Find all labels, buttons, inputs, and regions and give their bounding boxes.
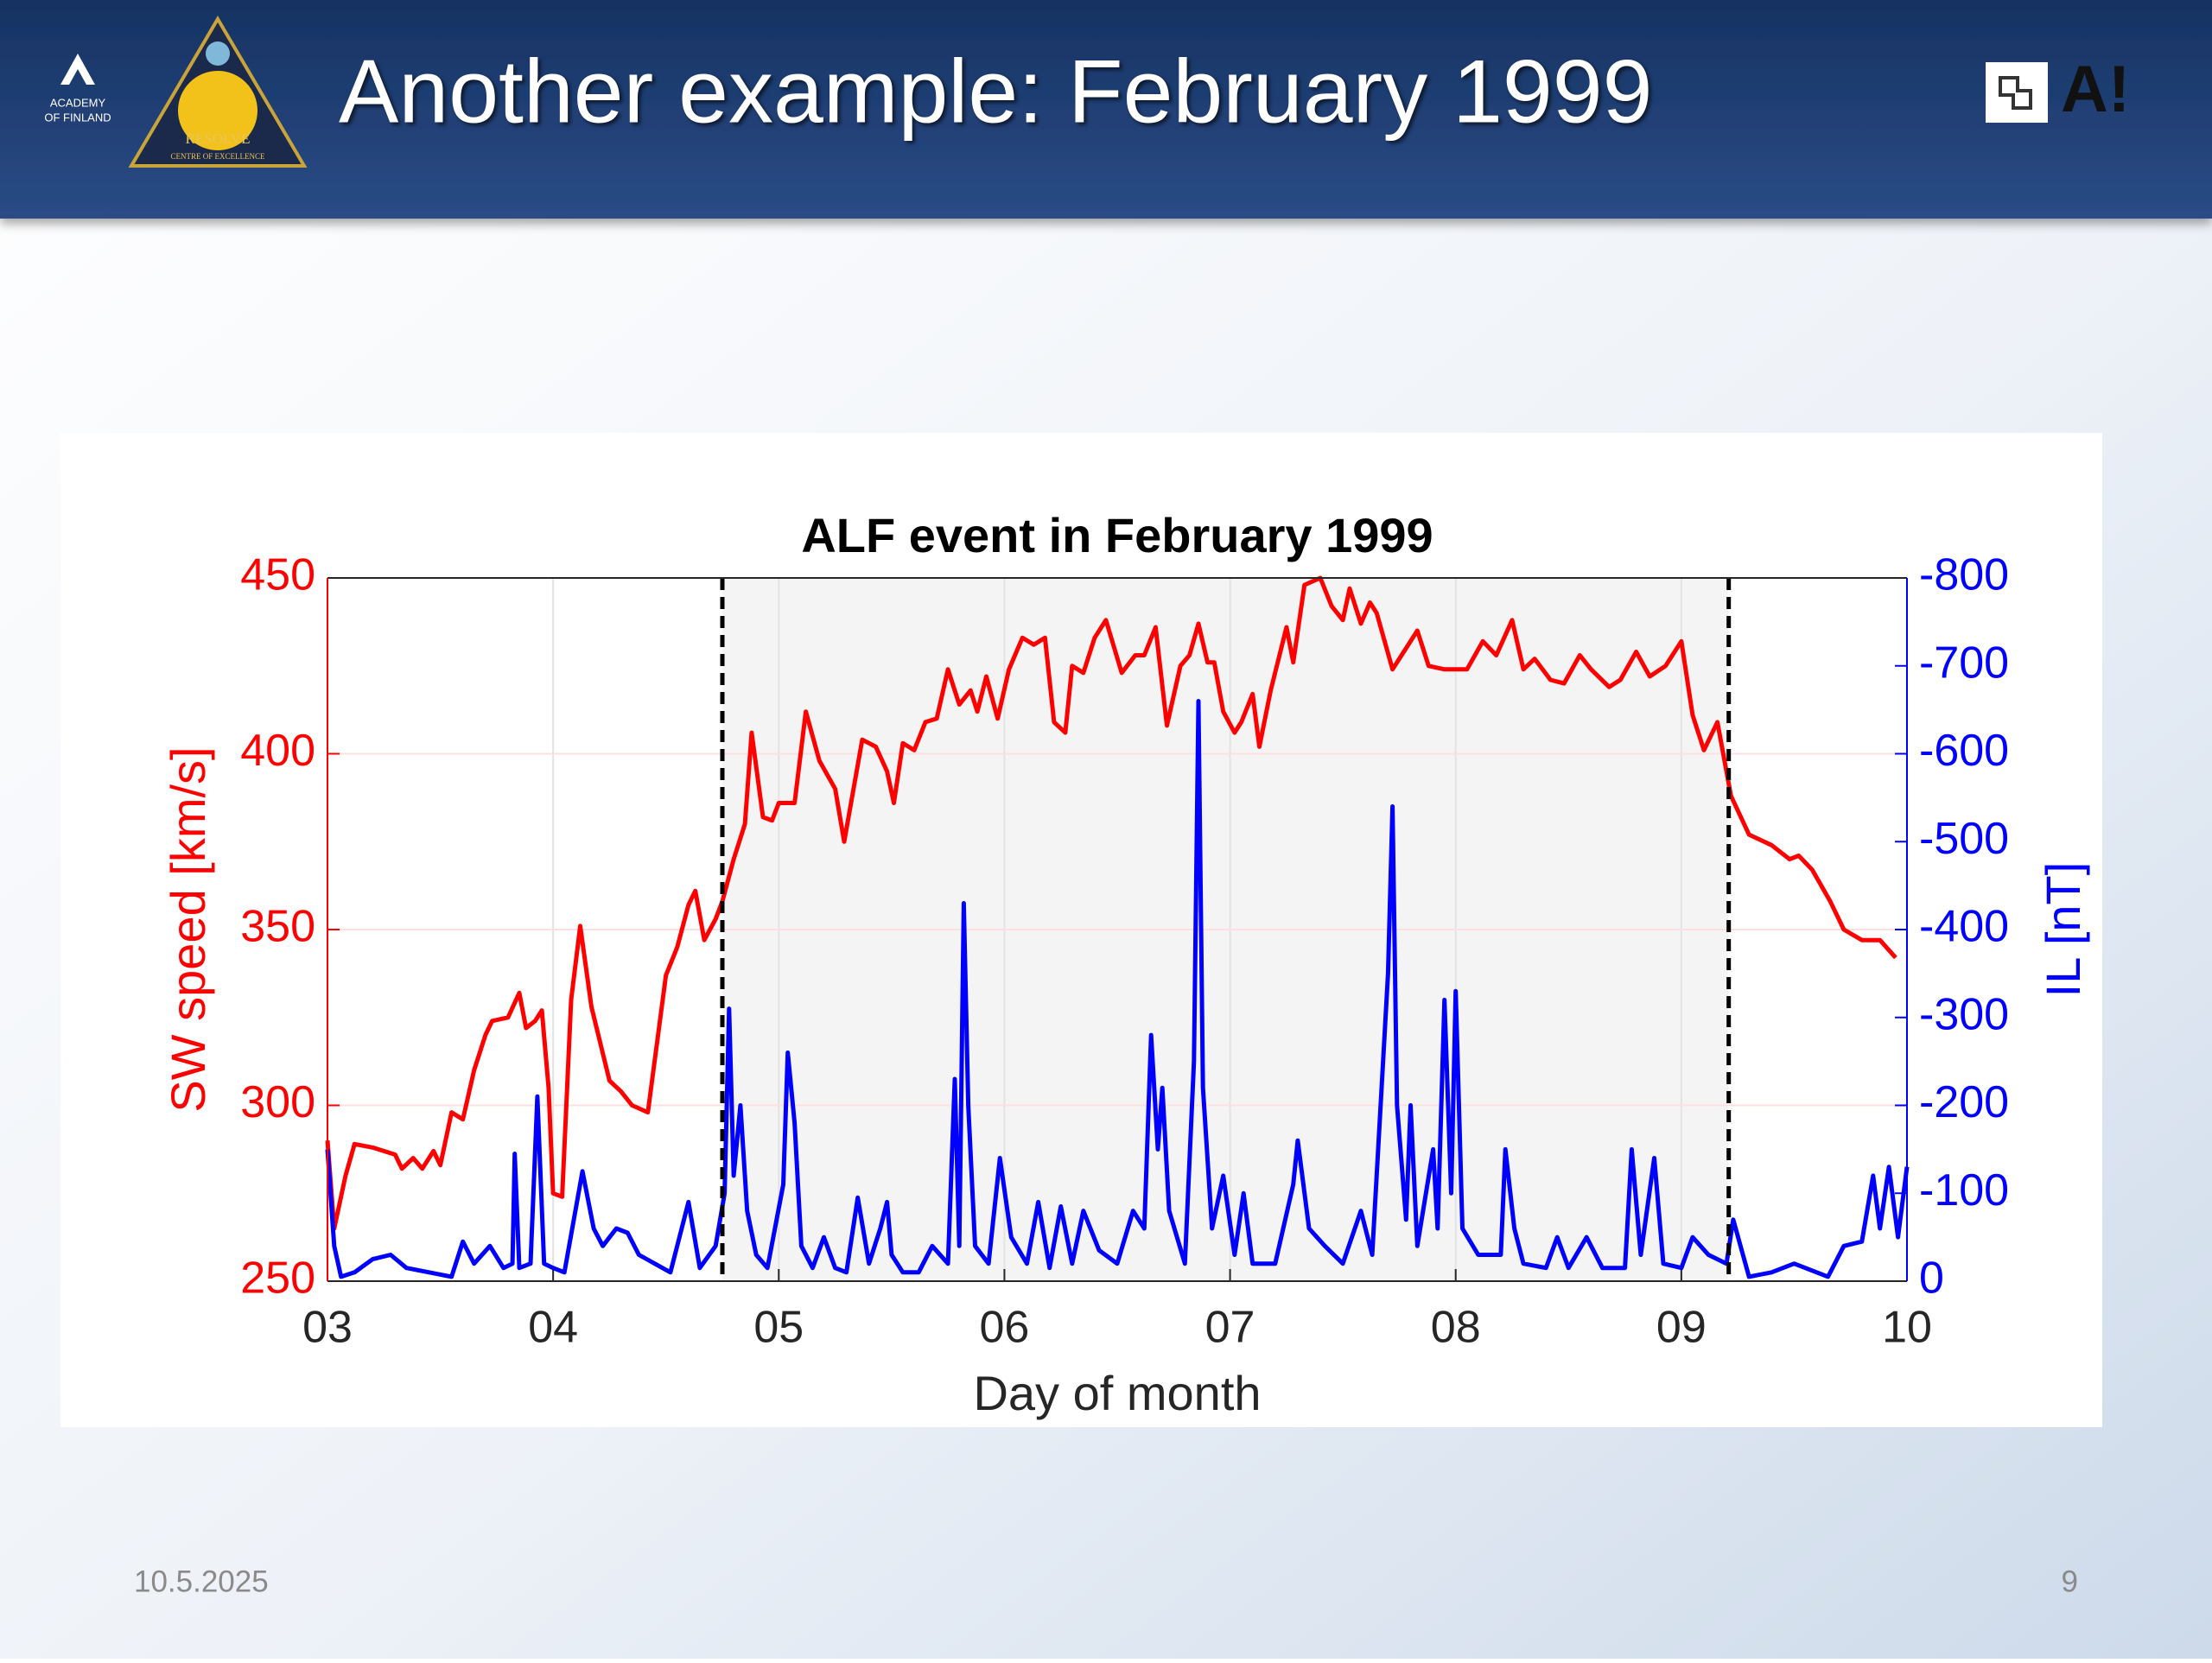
y2-tick-label: -500 <box>1919 814 2009 864</box>
logo-text: ACADEMY <box>50 96 106 109</box>
series-line <box>325 699 1910 1279</box>
y-tick-label: 350 <box>240 902 315 952</box>
slide-title: Another example: February 1999 <box>339 41 1652 142</box>
footer-date: 10.5.2025 <box>134 1565 269 1598</box>
series-line <box>325 575 1897 1231</box>
aalto-logo: A! <box>1986 53 2130 126</box>
x-tick-label: 08 <box>1431 1303 1481 1353</box>
logo-text: RESOLVE <box>186 130 251 147</box>
x-axis-label: Day of month <box>973 1366 1261 1420</box>
x-tick-label: 04 <box>528 1303 578 1353</box>
y-tick-label: 450 <box>240 550 315 600</box>
x-tick-label: 03 <box>302 1303 353 1353</box>
x-tick-label: 09 <box>1656 1303 1707 1353</box>
y2-axis-label: IL [nT] <box>2036 862 2090 998</box>
page-number: 9 <box>2062 1565 2078 1598</box>
x-tick-label: 10 <box>1882 1303 1932 1353</box>
x-tick-label: 06 <box>980 1303 1030 1353</box>
y2-tick-label: -700 <box>1919 638 2009 688</box>
chart-title: ALF event in February 1999 <box>801 508 1433 562</box>
x-tick-label: 07 <box>1205 1303 1255 1353</box>
y2-tick-label: -800 <box>1919 550 2009 600</box>
y2-tick-label: -100 <box>1919 1165 2009 1216</box>
logo-text: CENTRE OF EXCELLENCE <box>171 152 265 161</box>
y-tick-label: 400 <box>240 726 315 776</box>
academy-logo: ACADEMY OF FINLAND <box>44 54 111 124</box>
y2-tick-label: -600 <box>1919 726 2009 776</box>
y-axis-label: SW speed [km/s] <box>161 746 215 1112</box>
header-bar <box>0 0 2212 219</box>
y-tick-label: 300 <box>240 1077 315 1127</box>
chart: ALF event in February 1999 Day of month … <box>161 508 2090 1420</box>
y2-tick-label: -300 <box>1919 989 2009 1039</box>
y2-tick-label: 0 <box>1919 1254 1944 1304</box>
y-tick-label: 250 <box>240 1254 315 1304</box>
y2-tick-label: -400 <box>1919 902 2009 952</box>
logo-text: A! <box>2061 53 2130 126</box>
resolve-logo: RESOLVE CENTRE OF EXCELLENCE <box>128 16 308 168</box>
logo-text: OF FINLAND <box>44 111 111 124</box>
x-tick-label: 05 <box>753 1303 804 1353</box>
y2-tick-label: -200 <box>1919 1077 2009 1127</box>
